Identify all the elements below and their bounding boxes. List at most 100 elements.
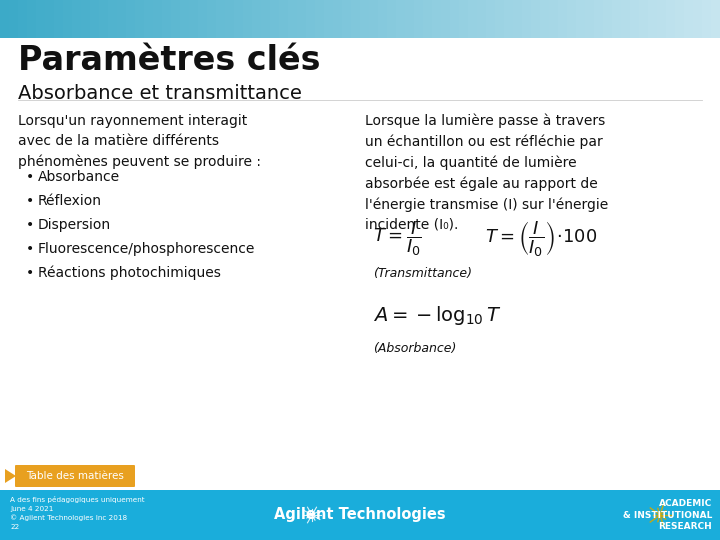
Bar (531, 0, 540, 38)
Text: Fluorescence/phosphorescence: Fluorescence/phosphorescence (38, 242, 256, 256)
Bar (504, 0, 513, 38)
Bar (369, 0, 378, 38)
Bar (441, 0, 450, 38)
Bar (198, 0, 207, 38)
Bar (279, 0, 288, 38)
Bar (342, 0, 351, 38)
Text: (Absorbance): (Absorbance) (373, 342, 456, 355)
Text: $\mathit{A} = -\log_{10} \mathit{T}$: $\mathit{A} = -\log_{10} \mathit{T}$ (373, 304, 501, 327)
Bar (126, 0, 135, 38)
Bar (360, 0, 369, 38)
Text: Absorbance: Absorbance (38, 170, 120, 184)
Text: $\mathit{T} = \dfrac{\mathit{I}}{\mathit{I}_0}$: $\mathit{T} = \dfrac{\mathit{I}}{\mathit… (373, 219, 422, 258)
Bar (63, 0, 72, 38)
Bar (585, 0, 594, 38)
Bar (72, 0, 81, 38)
Bar (414, 0, 423, 38)
Bar (468, 0, 477, 38)
Bar (162, 0, 171, 38)
Bar (54, 0, 63, 38)
Bar (711, 0, 720, 38)
Bar (495, 0, 504, 38)
Bar (648, 0, 657, 38)
Bar (252, 0, 261, 38)
Bar (405, 0, 414, 38)
Text: (Transmittance): (Transmittance) (373, 267, 472, 280)
Bar (9, 0, 18, 38)
Text: Agilent Technologies: Agilent Technologies (274, 508, 446, 523)
Bar (117, 0, 126, 38)
Bar (549, 0, 558, 38)
Bar (459, 0, 468, 38)
Bar (0, 0, 720, 38)
Bar (396, 0, 405, 38)
Polygon shape (5, 469, 16, 483)
Bar (351, 0, 360, 38)
Bar (666, 0, 675, 38)
Bar (603, 0, 612, 38)
Bar (243, 0, 252, 38)
Text: Paramètres clés: Paramètres clés (18, 44, 320, 77)
Text: Lorsqu'un rayonnement interagit
avec de la matière différents
phénomènes peuvent: Lorsqu'un rayonnement interagit avec de … (18, 114, 261, 169)
Bar (612, 0, 621, 38)
Bar (576, 0, 585, 38)
Bar (234, 0, 243, 38)
Text: •: • (26, 194, 35, 208)
Text: Dispersion: Dispersion (38, 218, 111, 232)
Bar (171, 0, 180, 38)
Bar (567, 0, 576, 38)
Text: A des fins pédagogiques uniquement
June 4 2021
© Agilent Technologies Inc 2018
2: A des fins pédagogiques uniquement June … (10, 496, 145, 530)
Bar (108, 0, 117, 38)
Bar (288, 0, 297, 38)
Bar (261, 0, 270, 38)
Bar (693, 0, 702, 38)
Bar (621, 0, 630, 38)
Bar (702, 0, 711, 38)
Bar (423, 0, 432, 38)
Text: ACADEMIC
& INSTITUTIONAL
RESEARCH: ACADEMIC & INSTITUTIONAL RESEARCH (623, 499, 712, 531)
Bar (216, 0, 225, 38)
Bar (90, 0, 99, 38)
Bar (0, 0, 9, 38)
Bar (324, 0, 333, 38)
Bar (189, 0, 198, 38)
Text: •: • (26, 170, 35, 184)
Bar (135, 0, 144, 38)
Bar (432, 0, 441, 38)
Bar (450, 0, 459, 38)
Bar (540, 0, 549, 38)
Text: Réactions photochimiques: Réactions photochimiques (38, 266, 221, 280)
Text: •: • (26, 242, 35, 256)
Bar (18, 0, 27, 38)
Bar (378, 0, 387, 38)
Bar (630, 0, 639, 38)
Bar (558, 0, 567, 38)
Text: Lorsque la lumière passe à travers
un échantillon ou est réfléchie par
celui-ci,: Lorsque la lumière passe à travers un éc… (365, 114, 608, 232)
Bar (36, 0, 45, 38)
Text: Réflexion: Réflexion (38, 194, 102, 208)
Bar (45, 0, 54, 38)
Bar (0, 490, 720, 540)
Bar (315, 0, 324, 38)
Bar (153, 0, 162, 38)
Bar (657, 0, 666, 38)
FancyBboxPatch shape (15, 465, 135, 487)
Text: Absorbance et transmittance: Absorbance et transmittance (18, 84, 302, 103)
Bar (297, 0, 306, 38)
Text: •: • (26, 218, 35, 232)
Bar (522, 0, 531, 38)
Bar (639, 0, 648, 38)
Bar (99, 0, 108, 38)
Text: Table des matières: Table des matières (26, 471, 124, 481)
Bar (684, 0, 693, 38)
Text: $\mathit{T} = \left(\dfrac{\mathit{I}}{\mathit{I}_0}\right)\!\cdot\!100$: $\mathit{T} = \left(\dfrac{\mathit{I}}{\… (485, 219, 598, 258)
Bar (270, 0, 279, 38)
Bar (306, 0, 315, 38)
Bar (144, 0, 153, 38)
Bar (207, 0, 216, 38)
Bar (180, 0, 189, 38)
Bar (513, 0, 522, 38)
Bar (27, 0, 36, 38)
Bar (594, 0, 603, 38)
Text: •: • (26, 266, 35, 280)
